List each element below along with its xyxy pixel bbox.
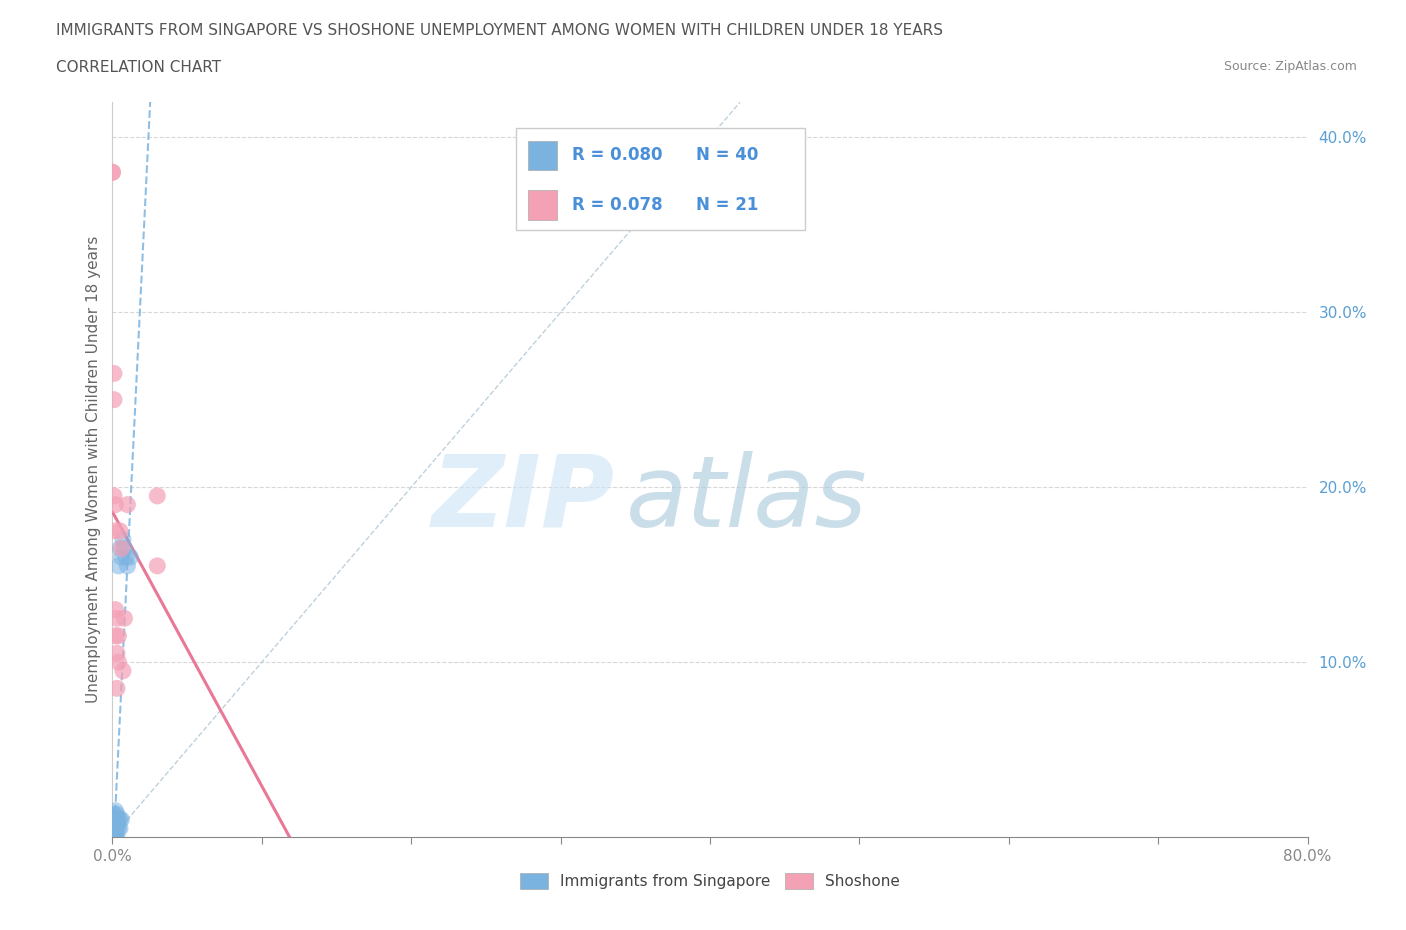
Text: N = 21: N = 21 [696,195,759,214]
Text: atlas: atlas [627,450,868,548]
Point [114,611,135,626]
Point [107,655,129,670]
Point [120,550,142,565]
Point [101,165,124,179]
Point [103,488,125,503]
Legend: Immigrants from Singapore, Shoshone: Immigrants from Singapore, Shoshone [515,868,905,896]
Point [117,498,139,512]
Point [115,550,138,565]
Point [104,821,127,836]
Point [101,830,124,844]
Point [103,821,125,836]
Point [110,550,132,565]
Point [108,821,131,836]
Point [103,830,125,844]
Text: Source: ZipAtlas.com: Source: ZipAtlas.com [1223,60,1357,73]
Point [104,830,127,844]
Point [108,541,131,556]
Point [101,826,124,841]
Text: IMMIGRANTS FROM SINGAPORE VS SHOSHONE UNEMPLOYMENT AMONG WOMEN WITH CHILDREN UND: IMMIGRANTS FROM SINGAPORE VS SHOSHONE UN… [56,23,943,38]
Point [104,812,127,827]
Point [104,830,127,844]
Point [101,830,124,844]
Point [107,821,129,836]
Point [103,366,125,381]
Point [104,804,127,818]
Point [110,812,132,827]
Y-axis label: Unemployment Among Women with Children Under 18 years: Unemployment Among Women with Children U… [86,236,101,703]
Point [110,541,132,556]
Point [101,165,124,179]
Point [108,524,131,538]
Point [111,532,134,547]
Point [104,808,127,823]
Point [146,558,169,573]
Point [105,807,128,822]
Point [105,816,128,830]
FancyBboxPatch shape [516,127,806,231]
Point [104,498,127,512]
Point [103,824,125,839]
Point [105,646,128,661]
Point [104,816,127,830]
Point [105,830,128,844]
Point [103,830,125,844]
Text: N = 40: N = 40 [696,147,759,165]
Point [103,392,125,407]
Point [111,663,134,678]
Text: R = 0.078: R = 0.078 [572,195,662,214]
Text: ZIP: ZIP [432,450,614,548]
Point [114,541,135,556]
Point [103,828,125,843]
Point [117,558,139,573]
Point [103,817,125,832]
Point [105,812,128,827]
Point [103,807,125,822]
Point [105,611,128,626]
Point [103,826,125,841]
Text: R = 0.080: R = 0.080 [572,147,662,165]
Bar [529,140,557,170]
Point [104,629,127,644]
Point [104,602,127,617]
Point [105,821,128,836]
Point [107,558,129,573]
Point [104,826,127,841]
Point [108,812,131,827]
Point [103,524,125,538]
Point [107,629,129,644]
Point [146,488,169,503]
Text: CORRELATION CHART: CORRELATION CHART [56,60,221,75]
Point [101,830,124,844]
Point [107,812,129,827]
Point [103,812,125,827]
Point [105,681,128,696]
Point [101,824,124,839]
Bar [529,190,557,219]
